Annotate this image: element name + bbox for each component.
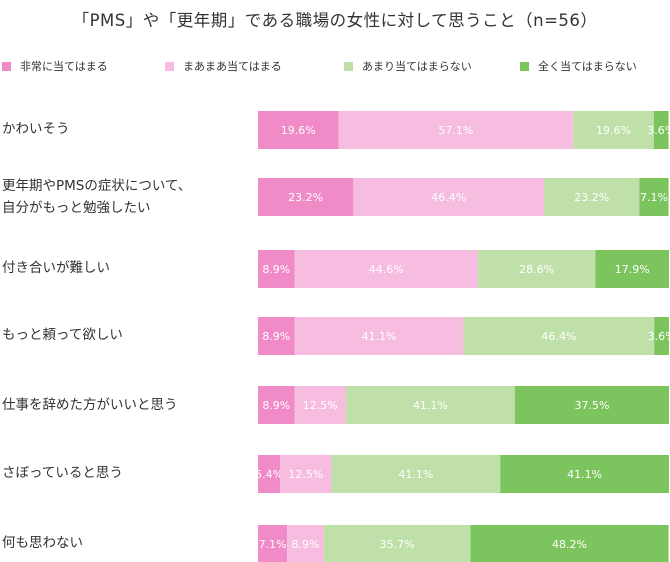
category-label: かわいそう	[2, 118, 70, 140]
bar-segment	[338, 111, 574, 149]
data-label: 19.6%	[596, 124, 631, 137]
bar-segment	[294, 250, 478, 288]
data-label: 41.1%	[398, 468, 433, 481]
bar-segment	[345, 386, 515, 424]
data-label: 19.6%	[281, 124, 316, 137]
bar-segment	[653, 111, 669, 149]
bar-segment	[294, 386, 346, 424]
bar-segment	[463, 317, 655, 355]
data-label: 41.1%	[567, 468, 602, 481]
bar-segment	[287, 525, 324, 562]
data-label: 37.5%	[574, 399, 609, 412]
data-label: 7.1%	[640, 191, 668, 204]
bar-segment	[477, 250, 596, 288]
category-label: 更年期やPMSの症状について、 自分がもっと勉強したい	[2, 175, 191, 219]
legend-item: まあまあ当てはまる	[165, 58, 282, 74]
bar-segment	[258, 317, 295, 355]
data-label: 12.5%	[288, 468, 323, 481]
bar-segment	[280, 455, 332, 493]
bar-segment	[258, 111, 339, 149]
data-label: 35.7%	[380, 538, 415, 551]
data-label: 8.9%	[262, 263, 290, 276]
bar-segment	[573, 111, 654, 149]
data-label: 46.4%	[431, 191, 466, 204]
category-label-line: さぼっていると思う	[2, 465, 123, 481]
data-label: 7.1%	[259, 538, 287, 551]
data-label: 41.1%	[413, 399, 448, 412]
chart-title: 「PMS」や「更年期」である職場の女性に対して思うこと（n=56）	[72, 11, 598, 30]
bar-segment	[470, 525, 669, 562]
category-label: 何も思わない	[2, 532, 83, 554]
bar-segment	[258, 455, 281, 493]
bar-segment	[258, 386, 295, 424]
legend-label: まあまあ当てはまる	[183, 60, 282, 73]
bar-segment	[258, 525, 288, 562]
bar-segment	[258, 178, 354, 216]
data-label: 3.6%	[647, 124, 670, 137]
data-label: 8.9%	[262, 399, 290, 412]
bar-segment	[331, 455, 501, 493]
data-label: 46.4%	[541, 330, 576, 343]
legend-swatch	[520, 61, 529, 71]
legend-label: 全く当てはまらない	[538, 60, 637, 73]
category-label-line: 何も思わない	[2, 535, 83, 551]
bar-segment	[258, 250, 295, 288]
bar-segment	[514, 386, 669, 424]
data-label: 23.2%	[288, 191, 323, 204]
data-label: 8.9%	[291, 538, 319, 551]
category-label-line: 仕事を辞めた方がいいと思う	[2, 397, 178, 413]
data-label: 57.1%	[438, 124, 473, 137]
data-label: 3.6%	[648, 330, 670, 343]
data-label: 12.5%	[303, 399, 338, 412]
data-label: 44.6%	[369, 263, 404, 276]
bar-segment	[639, 178, 669, 216]
legend-swatch	[344, 61, 353, 71]
category-label-line: 自分がもっと勉強したい	[2, 200, 151, 216]
category-label-line: 更年期やPMSの症状について、	[2, 178, 192, 194]
data-label: 8.9%	[262, 330, 290, 343]
data-label: 48.2%	[552, 538, 587, 551]
data-label: 5.4%	[255, 468, 283, 481]
legend-swatch	[165, 61, 174, 71]
category-label-line: 付き合いが難しい	[2, 260, 110, 276]
bar-segment	[353, 178, 545, 216]
legend-swatch	[2, 61, 11, 71]
category-label: 仕事を辞めた方がいいと思う	[2, 394, 178, 416]
legend-item: 非常に当てはまる	[2, 58, 108, 74]
category-label: 付き合いが難しい	[2, 257, 110, 279]
legend-item: 全く当てはまらない	[520, 58, 637, 74]
data-label: 28.6%	[519, 263, 554, 276]
data-label: 23.2%	[574, 191, 609, 204]
bar-segment	[294, 317, 464, 355]
category-label: もっと頼って欲しい	[2, 324, 123, 346]
bar-segment	[595, 250, 669, 288]
legend-item: あまり当てはまらない	[344, 58, 472, 74]
data-label: 41.1%	[362, 330, 397, 343]
legend-label: あまり当てはまらない	[362, 60, 472, 73]
category-label: さぼっていると思う	[2, 462, 123, 484]
data-label: 17.9%	[615, 263, 650, 276]
legend-label: 非常に当てはまる	[20, 60, 108, 73]
category-label-line: もっと頼って欲しい	[2, 327, 123, 343]
bar-segment	[323, 525, 471, 562]
bar-segment	[544, 178, 640, 216]
category-label-line: かわいそう	[2, 121, 70, 137]
bar-segment	[500, 455, 669, 493]
chart-legend: 非常に当てはまる まあまあ当てはまる あまり当てはまらない 全く当てはまらない	[0, 58, 670, 78]
bar-segment	[654, 317, 669, 355]
